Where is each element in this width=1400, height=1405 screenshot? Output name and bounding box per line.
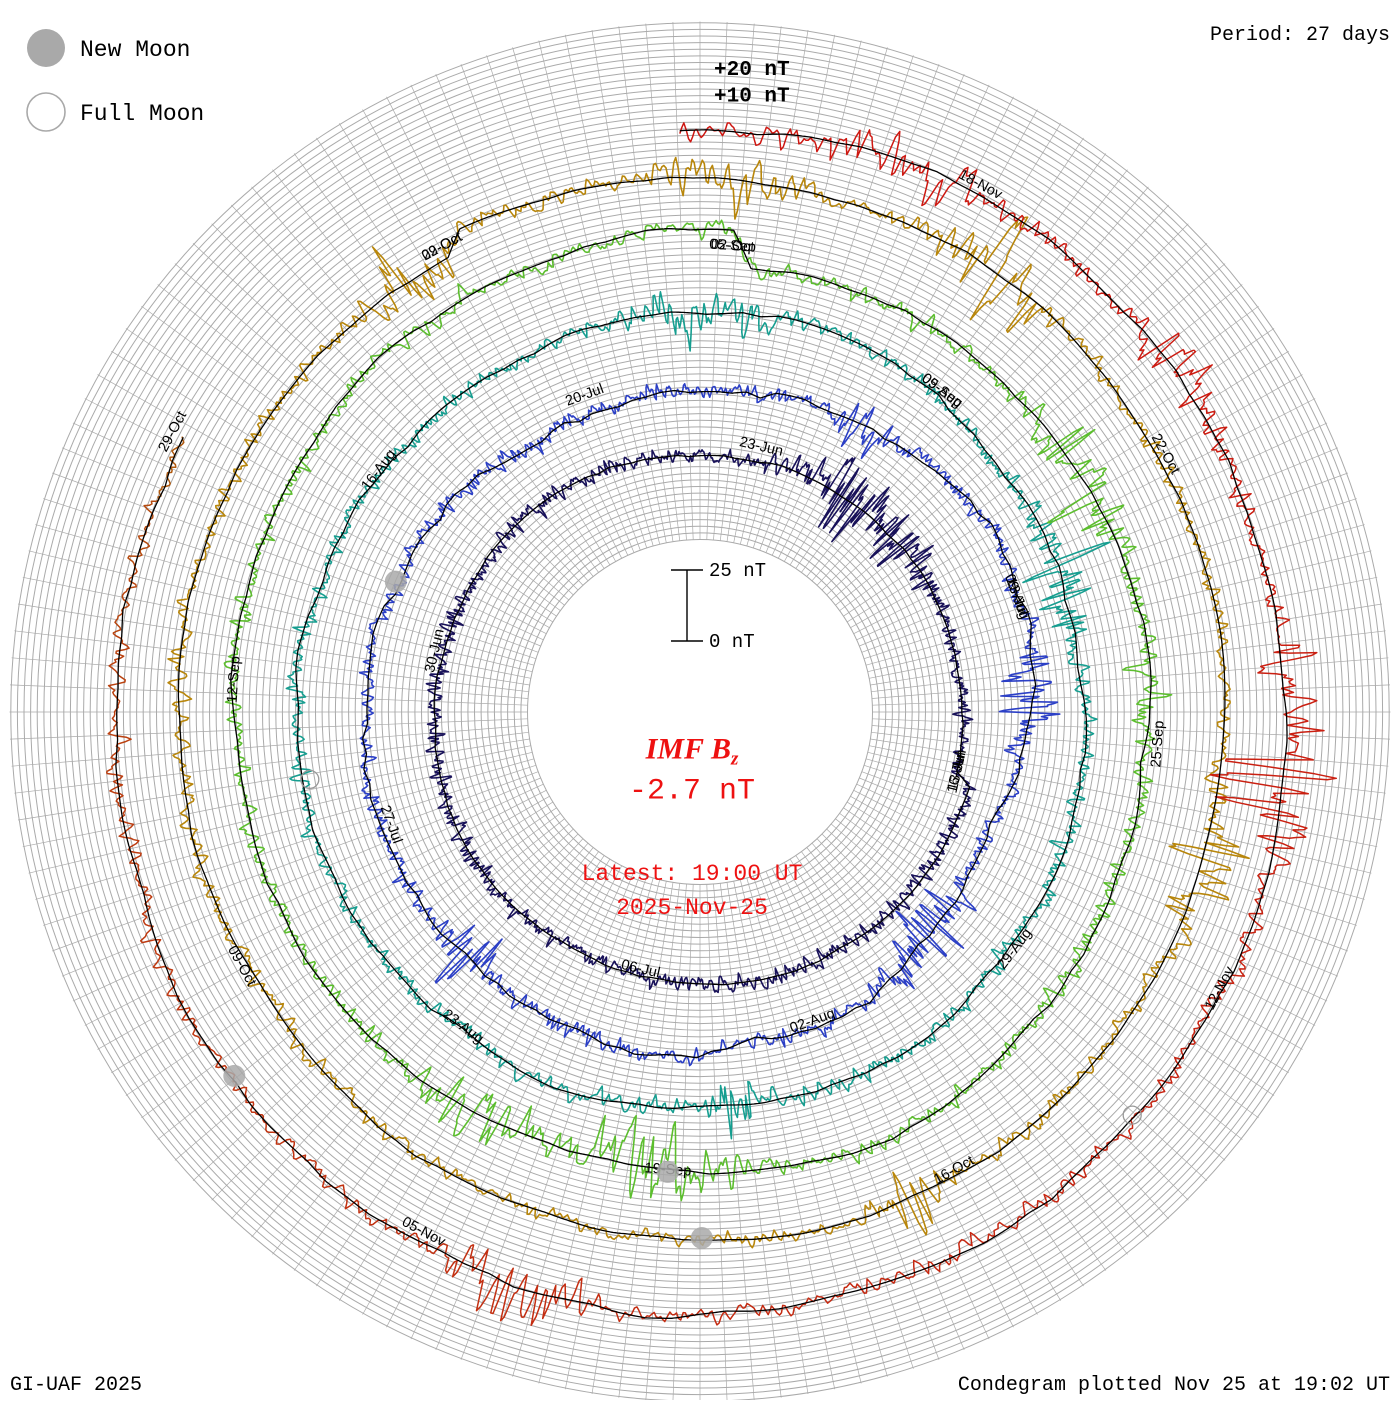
svg-text:12-Sep: 12-Sep — [224, 656, 243, 704]
svg-text:New Moon: New Moon — [80, 37, 190, 63]
svg-text:Latest: 19:00 UT: Latest: 19:00 UT — [582, 861, 803, 887]
svg-text:Full Moon: Full Moon — [80, 101, 204, 127]
svg-text:+10 nT: +10 nT — [714, 86, 790, 109]
svg-text:02-Oct: 02-Oct — [710, 237, 755, 256]
svg-text:Period: 27 days: Period: 27 days — [1210, 24, 1390, 47]
svg-text:+20 nT: +20 nT — [714, 59, 790, 82]
svg-text:25-Sep: 25-Sep — [1148, 720, 1167, 768]
svg-text:-2.7 nT: -2.7 nT — [629, 775, 755, 809]
svg-text:25 nT: 25 nT — [709, 560, 766, 582]
svg-text:Condegram plotted Nov 25 at 19: Condegram plotted Nov 25 at 19:02 UT — [958, 1374, 1390, 1397]
svg-text:2025-Nov-25: 2025-Nov-25 — [616, 895, 768, 921]
svg-text:IMF Bz: IMF Bz — [645, 733, 739, 770]
svg-text:GI-UAF 2025: GI-UAF 2025 — [10, 1374, 142, 1397]
svg-text:0 nT: 0 nT — [709, 631, 755, 653]
